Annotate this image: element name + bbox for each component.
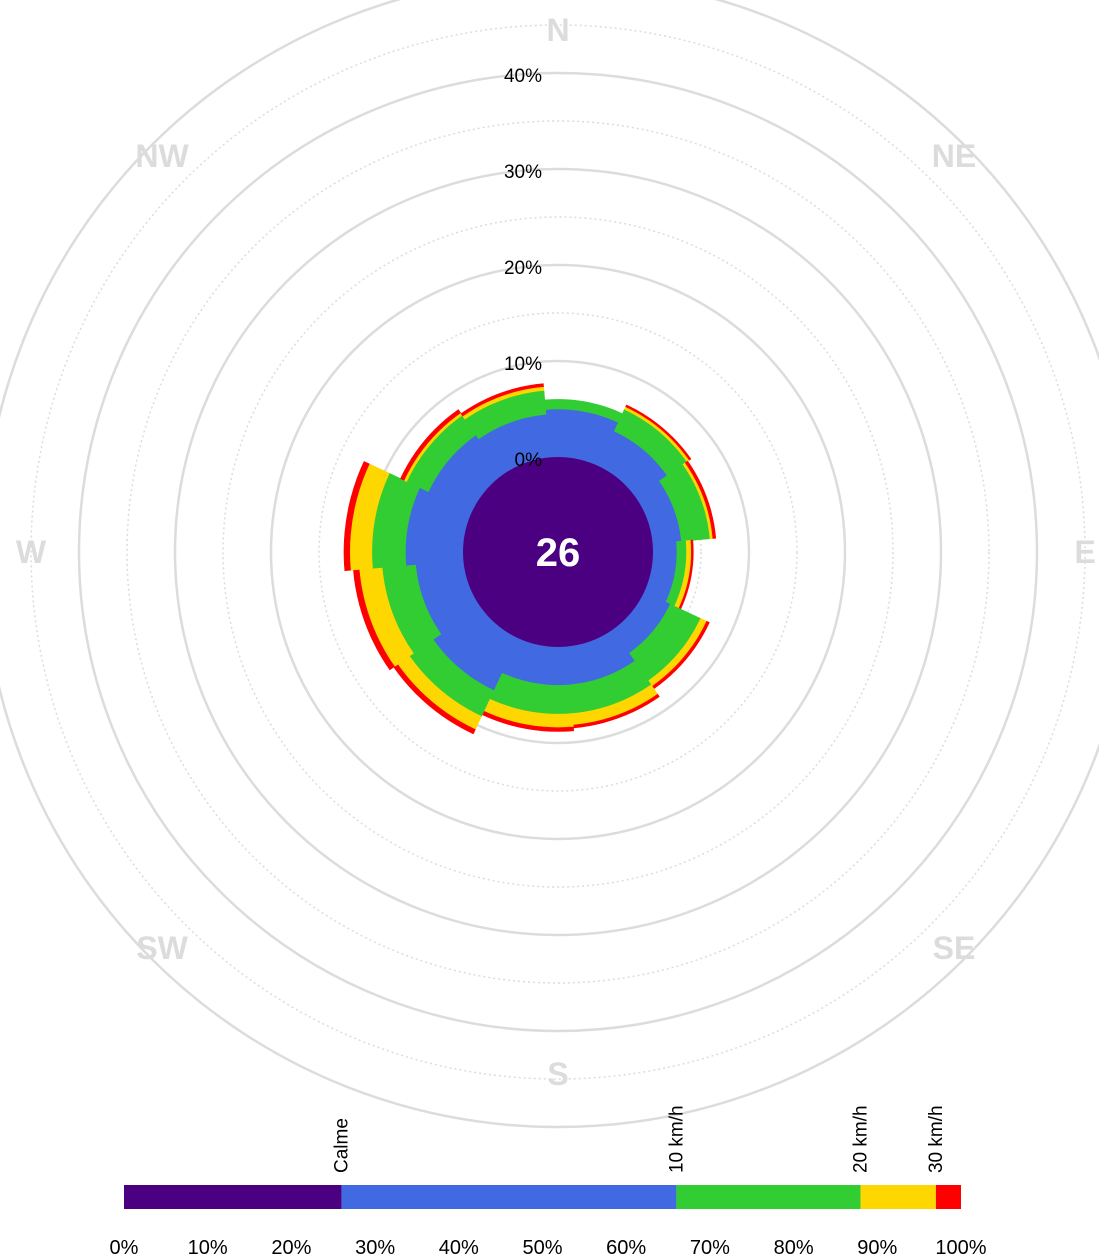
sector-90-band-0-10 bbox=[652, 541, 678, 563]
legend-tick-label: 40% bbox=[439, 1237, 479, 1259]
direction-label-w: W bbox=[16, 534, 47, 570]
grid-ring bbox=[0, 0, 1099, 1129]
radial-tick-label: 10% bbox=[504, 354, 542, 375]
legend-segment bbox=[935, 1185, 961, 1209]
radial-tick-label: 20% bbox=[504, 258, 542, 279]
grid-ring-minor bbox=[126, 120, 990, 984]
direction-label-nw: NW bbox=[135, 138, 189, 174]
legend-speed-label: 20 km/h bbox=[851, 1105, 872, 1173]
radial-tick-label: 0% bbox=[515, 450, 543, 471]
direction-label-e: E bbox=[1074, 534, 1095, 570]
speed-legend: Calme 10 km/h 20 km/h 30 km/h 0% 10% 20% 30% 40%… bbox=[110, 1105, 987, 1259]
legend-tick-label: 90% bbox=[857, 1237, 897, 1259]
sector-180-band-10-20 bbox=[543, 684, 573, 715]
radial-tick-label: 30% bbox=[504, 162, 542, 183]
direction-label-n: N bbox=[546, 12, 569, 48]
radial-grid bbox=[0, 0, 1099, 1129]
legend-tick-label: 60% bbox=[606, 1237, 646, 1259]
sector-90-band-10-20 bbox=[676, 540, 687, 564]
grid-ring-minor bbox=[222, 216, 894, 888]
legend-segment bbox=[341, 1185, 677, 1209]
legend-tick-label: 20% bbox=[271, 1237, 311, 1259]
sector-0-band-10-20 bbox=[544, 399, 572, 410]
grid-ring-minor bbox=[414, 408, 702, 696]
legend-speed-label: 10 km/h bbox=[666, 1105, 687, 1173]
legend-tick-label: 0% bbox=[110, 1237, 139, 1259]
sector-320-band-30-plus bbox=[434, 409, 462, 433]
sector-180-band-0-10 bbox=[546, 646, 570, 686]
legend-tick-label: 100% bbox=[935, 1237, 986, 1259]
sector-180-band-30-plus bbox=[541, 726, 575, 732]
legend-tick-label: 70% bbox=[690, 1237, 730, 1259]
direction-label-sw: SW bbox=[136, 930, 188, 966]
legend-speed-label: Calme bbox=[332, 1118, 353, 1173]
direction-label-s: S bbox=[547, 1056, 568, 1092]
sector-180-band-20-30 bbox=[542, 713, 574, 728]
sector-bars bbox=[343, 383, 717, 735]
direction-label-ne: NE bbox=[932, 138, 976, 174]
grid-ring bbox=[173, 167, 943, 937]
grid-ring bbox=[269, 263, 847, 841]
legend-tick-label: 80% bbox=[774, 1237, 814, 1259]
calm-disc-group: 26 bbox=[463, 457, 653, 647]
sector-270-band-20-30 bbox=[349, 533, 373, 571]
grid-ring-minor bbox=[30, 24, 1086, 1080]
legend-speed-label: 30 km/h bbox=[926, 1105, 947, 1173]
sector-80-band-30-plus bbox=[707, 510, 717, 539]
sector-90-band-30-plus bbox=[690, 539, 694, 565]
legend-tick-label: 10% bbox=[188, 1237, 228, 1259]
legend-segment bbox=[860, 1185, 936, 1209]
grid-ring bbox=[77, 71, 1039, 1033]
calm-disc bbox=[463, 457, 653, 647]
sector-290-band-30-plus bbox=[350, 461, 370, 499]
sector-350-band-30-plus bbox=[513, 383, 544, 393]
direction-labels: N NE E SE S SW W NW bbox=[16, 12, 1096, 1092]
legend-tick-label: 30% bbox=[355, 1237, 395, 1259]
sector-90-band-20-30 bbox=[685, 540, 692, 564]
radial-tick-labels: 0% 10% 20% 30% 40% bbox=[504, 66, 542, 471]
grid-ring-minor bbox=[318, 312, 798, 792]
sector-270-band-30-plus bbox=[343, 532, 351, 572]
calm-percent-label: 26 bbox=[536, 531, 581, 575]
legend-segment bbox=[124, 1185, 342, 1209]
legend-tick-label: 50% bbox=[522, 1237, 562, 1259]
sector-50-band-30-plus bbox=[670, 436, 692, 461]
direction-label-se: SE bbox=[933, 930, 976, 966]
radial-tick-label: 40% bbox=[504, 66, 542, 87]
sector-270-band-10-20 bbox=[371, 535, 407, 569]
legend-segment bbox=[676, 1185, 861, 1209]
